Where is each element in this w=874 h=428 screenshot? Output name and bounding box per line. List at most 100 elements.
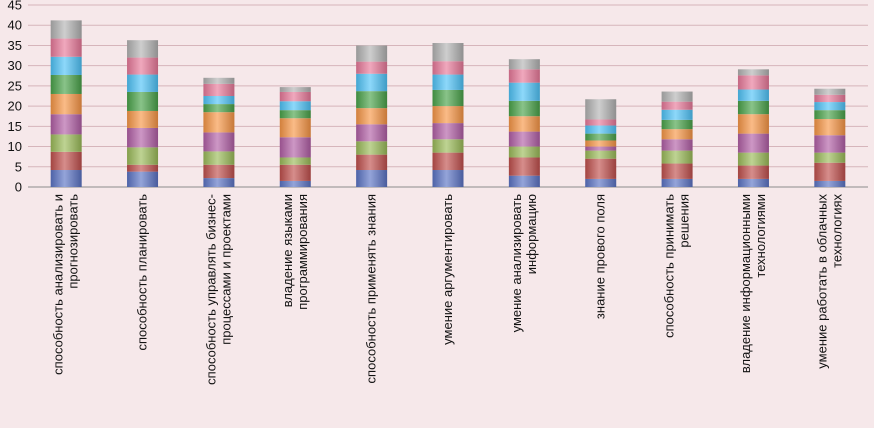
bar-segment <box>279 118 311 138</box>
bar-segment <box>50 170 82 187</box>
bar-segment <box>279 157 311 165</box>
y-tick-label: 15 <box>8 119 22 134</box>
x-tick-label: умение анализироватьинформацию <box>509 194 539 333</box>
bar-segment <box>814 162 846 181</box>
bar-segment <box>508 116 540 132</box>
bar-segment <box>279 164 311 181</box>
bar-segment <box>814 135 846 153</box>
bar-segment <box>585 146 617 151</box>
bar-segment <box>737 75 769 90</box>
bar-segment <box>661 163 693 179</box>
bar-segment <box>508 59 540 70</box>
bar-segment <box>50 114 82 135</box>
bar-segment <box>127 171 159 187</box>
bar-segment <box>356 73 388 92</box>
bar-segment <box>356 108 388 125</box>
x-tick-label: способность приниматьрешения <box>662 194 692 338</box>
bar-segment <box>50 93 82 115</box>
bar-segment <box>585 150 617 159</box>
bar-segment <box>661 101 693 110</box>
bar-segment <box>508 69 540 83</box>
bar-segment <box>203 77 235 84</box>
bar-segment <box>279 87 311 92</box>
bar-segment <box>127 147 159 165</box>
bar-segment <box>127 91 159 111</box>
bar-segment <box>356 154 388 171</box>
bar-segment <box>814 152 846 163</box>
bar-segment <box>127 74 159 92</box>
y-tick-label: 35 <box>8 38 22 53</box>
bar-segment <box>661 129 693 140</box>
bar-segment <box>203 164 235 179</box>
bar-segment <box>508 157 540 176</box>
bar-segment <box>279 91 311 102</box>
bar-segment <box>356 124 388 142</box>
bar-segment <box>585 178 617 187</box>
bar-segment <box>737 133 769 153</box>
bar-segment <box>585 133 617 141</box>
bar-segment <box>50 134 82 152</box>
y-tick-label: 10 <box>8 139 22 154</box>
bar-segment <box>50 56 82 75</box>
bar-segment <box>432 123 464 140</box>
bar-segment <box>50 74 82 94</box>
bar-segment <box>814 102 846 111</box>
bar-segment <box>50 20 82 39</box>
bar-segment <box>432 170 464 187</box>
bar-segment <box>661 139 693 151</box>
bar-segment <box>432 43 464 62</box>
x-tick-label: владение языкамипрограммирования <box>280 194 310 310</box>
x-tick-label: умение работать в облачныхтехнологиях <box>814 194 844 369</box>
x-tick-label: владение информационнымитехнологиями <box>738 194 768 373</box>
bar-segment <box>508 146 540 158</box>
y-tick-label: 45 <box>8 0 22 13</box>
bar-segment <box>203 151 235 165</box>
bar-segment <box>279 180 311 187</box>
bar-segment <box>508 82 540 101</box>
bar-segment <box>432 89 464 107</box>
bar-segment <box>203 178 235 187</box>
y-tick-label: 0 <box>15 180 22 195</box>
x-tick-label: способность планировать <box>135 194 150 351</box>
bar-segment <box>737 100 769 115</box>
bar-segment <box>127 40 159 58</box>
bar-segment <box>585 119 617 126</box>
bar-segment <box>203 83 235 96</box>
bar-segment <box>737 178 769 187</box>
bar-segment <box>356 91 388 109</box>
x-tick-label: умение аргументировать <box>440 194 455 345</box>
bar-segment <box>814 119 846 136</box>
x-tick-label: знание прового поля <box>593 194 608 319</box>
bar-segment <box>127 57 159 75</box>
y-tick-label: 20 <box>8 99 22 114</box>
bar-segment <box>737 89 769 101</box>
bar-segment <box>737 152 769 166</box>
y-tick-label: 30 <box>8 58 22 73</box>
bar-segment <box>508 100 540 117</box>
bar-segment <box>127 164 159 172</box>
bar-segment <box>279 110 311 119</box>
bar-segment <box>203 132 235 152</box>
bar-segment <box>585 125 617 134</box>
bar-segment <box>661 91 693 102</box>
x-tick-label: способность анализировать ипрогнозироват… <box>51 194 81 375</box>
x-tick-label: способность управлять бизнес-процессами … <box>203 194 233 385</box>
bar-segment <box>814 94 846 103</box>
y-tick-label: 40 <box>8 18 22 33</box>
bar-segment <box>203 96 235 105</box>
y-tick-label: 25 <box>8 78 22 93</box>
bar-segment <box>432 139 464 153</box>
bar-segment <box>737 69 769 76</box>
bar-segment <box>356 45 388 62</box>
bar-segment <box>203 104 235 113</box>
bar-segment <box>661 178 693 187</box>
bar-segment <box>737 165 769 179</box>
bar-segment <box>50 151 82 171</box>
bar-segment <box>508 175 540 187</box>
x-tick-label: способность применять знания <box>364 194 379 383</box>
bar-segment <box>356 170 388 187</box>
bar-segment <box>432 61 464 75</box>
bar-segment <box>279 101 311 111</box>
bar-segment <box>356 141 388 155</box>
